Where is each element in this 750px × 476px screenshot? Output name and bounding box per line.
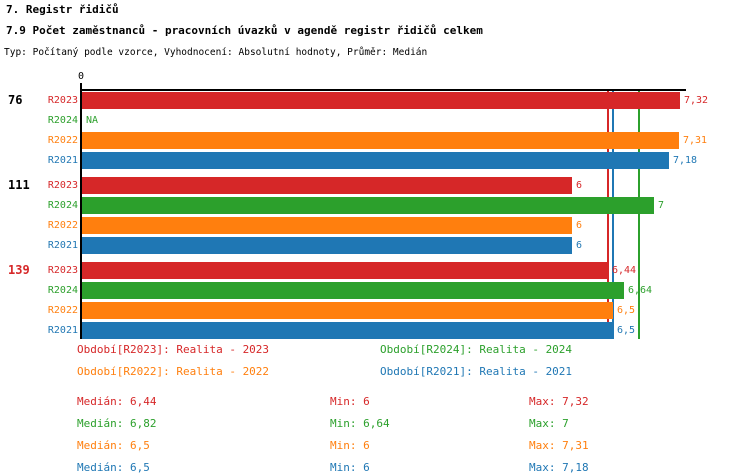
bar-76-r2022 <box>82 132 679 149</box>
stat-median-r2022: Medián: 6,5 <box>77 439 150 452</box>
bar-value-label: 6,64 <box>628 285 653 296</box>
group-label-76: 76 <box>8 93 23 107</box>
bar-76-r2021 <box>82 152 669 169</box>
x-axis-tick <box>80 83 82 89</box>
bar-value-label: 6,5 <box>617 305 636 316</box>
stat-max-r2023: Max: 7,32 <box>529 395 589 408</box>
stat-max-r2021: Max: 7,18 <box>529 461 589 474</box>
bar-139-r2021 <box>82 322 613 339</box>
bar-139-r2024 <box>82 282 624 299</box>
stat-median-r2023: Medián: 6,44 <box>77 395 157 408</box>
bar-value-label: 7 <box>658 200 665 211</box>
stat-max-r2024: Max: 7 <box>529 417 569 430</box>
bar-139-r2022 <box>82 302 613 319</box>
stat-min-r2022: Min: 6 <box>330 439 370 452</box>
x-axis-zero-label: 0 <box>77 71 85 82</box>
stat-min-r2024: Min: 6,64 <box>330 417 390 430</box>
legend-item-r2024: Období[R2024]: Realita - 2024 <box>380 343 573 356</box>
row-label-r2023: R2023 <box>47 180 78 191</box>
x-axis-line <box>80 89 686 91</box>
chart-subtitle: Typ: Počítaný podle vzorce, Vyhodnocení:… <box>4 47 428 58</box>
bar-value-label: 7,32 <box>684 95 709 106</box>
row-label-r2023: R2023 <box>47 95 78 106</box>
row-label-r2021: R2021 <box>47 155 78 166</box>
stat-median-r2024: Medián: 6,82 <box>77 417 157 430</box>
legend-item-r2021: Období[R2021]: Realita - 2021 <box>380 365 573 378</box>
legend-item-r2022: Období[R2022]: Realita - 2022 <box>77 365 270 378</box>
stat-max-r2022: Max: 7,31 <box>529 439 589 452</box>
group-label-139: 139 <box>8 263 30 277</box>
bar-139-r2023 <box>82 262 608 279</box>
median-line-r2024 <box>638 91 640 339</box>
bar-111-r2022 <box>82 217 572 234</box>
row-label-r2024: R2024 <box>47 115 78 126</box>
bar-value-label: 6 <box>576 220 583 231</box>
y-axis-line <box>80 89 82 339</box>
stat-min-r2023: Min: 6 <box>330 395 370 408</box>
bar-76-r2023 <box>82 92 680 109</box>
bar-value-label: 7,31 <box>683 135 708 146</box>
bar-value-label: 6,44 <box>612 265 637 276</box>
row-label-r2022: R2022 <box>47 305 78 316</box>
row-label-r2024: R2024 <box>47 200 78 211</box>
bar-111-r2021 <box>82 237 572 254</box>
median-line-r2023 <box>607 91 609 339</box>
group-label-111: 111 <box>8 178 30 192</box>
row-label-r2021: R2021 <box>47 325 78 336</box>
stat-median-r2021: Medián: 6,5 <box>77 461 150 474</box>
bar-value-label: 6 <box>576 180 583 191</box>
bar-value-label: 6 <box>576 240 583 251</box>
bar-value-label: 7,18 <box>673 155 698 166</box>
row-label-r2021: R2021 <box>47 240 78 251</box>
median-line-r2021 <box>612 91 614 339</box>
page-title: 7. Registr řidičů <box>6 3 119 16</box>
bar-111-r2024 <box>82 197 654 214</box>
stat-min-r2021: Min: 6 <box>330 461 370 474</box>
bar-value-label: 6,5 <box>617 325 636 336</box>
row-label-r2022: R2022 <box>47 135 78 146</box>
row-label-r2024: R2024 <box>47 285 78 296</box>
bar-111-r2023 <box>82 177 572 194</box>
bar-value-label: NA <box>86 115 99 126</box>
chart-title: 7.9 Počet zaměstnanců - pracovních úvazk… <box>6 24 483 37</box>
row-label-r2023: R2023 <box>47 265 78 276</box>
row-label-r2022: R2022 <box>47 220 78 231</box>
legend-item-r2023: Období[R2023]: Realita - 2023 <box>77 343 270 356</box>
